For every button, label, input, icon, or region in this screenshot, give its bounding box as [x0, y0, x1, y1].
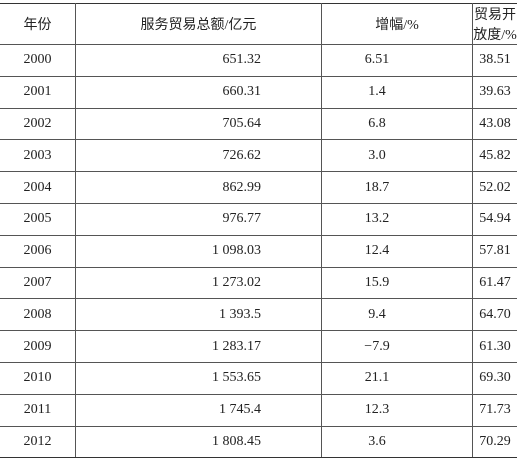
table-cell: 2004	[0, 172, 76, 204]
table-cell: 2006	[0, 235, 76, 267]
table-cell: 976.77	[76, 203, 322, 235]
table-cell: 52.02	[473, 172, 517, 204]
table-cell: 1 808.45	[76, 426, 322, 458]
table-cell: 45.82	[473, 140, 517, 172]
table-cell: 862.99	[76, 172, 322, 204]
table-cell: 1 553.65	[76, 362, 322, 394]
table-cell: 13.2	[322, 203, 473, 235]
table-cell: 6.51	[322, 45, 473, 77]
table-cell: 1.4	[322, 76, 473, 108]
table-cell: −7.9	[322, 331, 473, 363]
table-cell: 61.47	[473, 267, 517, 299]
table-cell: 2010	[0, 362, 76, 394]
table-cell: 2000	[0, 45, 76, 77]
table-cell: 3.0	[322, 140, 473, 172]
table-cell: 70.29	[473, 426, 517, 458]
table-cell: 64.70	[473, 299, 517, 331]
table-cell: 2011	[0, 394, 76, 426]
table-cell: 2012	[0, 426, 76, 458]
table-cell: 12.4	[322, 235, 473, 267]
table-cell: 12.3	[322, 394, 473, 426]
table-cell: 69.30	[473, 362, 517, 394]
header-cell: 年份	[0, 4, 76, 45]
header-row: 年份服务贸易总额/亿元增幅/%贸易开放度/%	[0, 4, 517, 45]
table-cell: 651.32	[76, 45, 322, 77]
table-cell: 2001	[0, 76, 76, 108]
table-cell: 1 393.5	[76, 299, 322, 331]
header-cell: 服务贸易总额/亿元	[76, 4, 322, 45]
table-cell: 18.7	[322, 172, 473, 204]
table-cell: 6.8	[322, 108, 473, 140]
table-cell: 726.62	[76, 140, 322, 172]
header-cell: 增幅/%	[322, 4, 473, 45]
table-cell: 2007	[0, 267, 76, 299]
table-cell: 1 283.17	[76, 331, 322, 363]
table-cell: 38.51	[473, 45, 517, 77]
table-cell: 57.81	[473, 235, 517, 267]
table-cell: 9.4	[322, 299, 473, 331]
table-cell: 2003	[0, 140, 76, 172]
table-cell: 15.9	[322, 267, 473, 299]
table-cell: 43.08	[473, 108, 517, 140]
table-cell: 1 745.4	[76, 394, 322, 426]
table-cell: 21.1	[322, 362, 473, 394]
table-cell: 705.64	[76, 108, 322, 140]
header-cell: 贸易开放度/%	[473, 4, 517, 45]
table-cell: 2009	[0, 331, 76, 363]
table-cell: 1 098.03	[76, 235, 322, 267]
table-cell: 3.6	[322, 426, 473, 458]
table-cell: 39.63	[473, 76, 517, 108]
table-cell: 2005	[0, 203, 76, 235]
table-cell: 1 273.02	[76, 267, 322, 299]
table-cell: 2002	[0, 108, 76, 140]
table-cell: 71.73	[473, 394, 517, 426]
table-cell: 2008	[0, 299, 76, 331]
table-cell: 61.30	[473, 331, 517, 363]
table-cell: 54.94	[473, 203, 517, 235]
table-cell: 660.31	[76, 76, 322, 108]
